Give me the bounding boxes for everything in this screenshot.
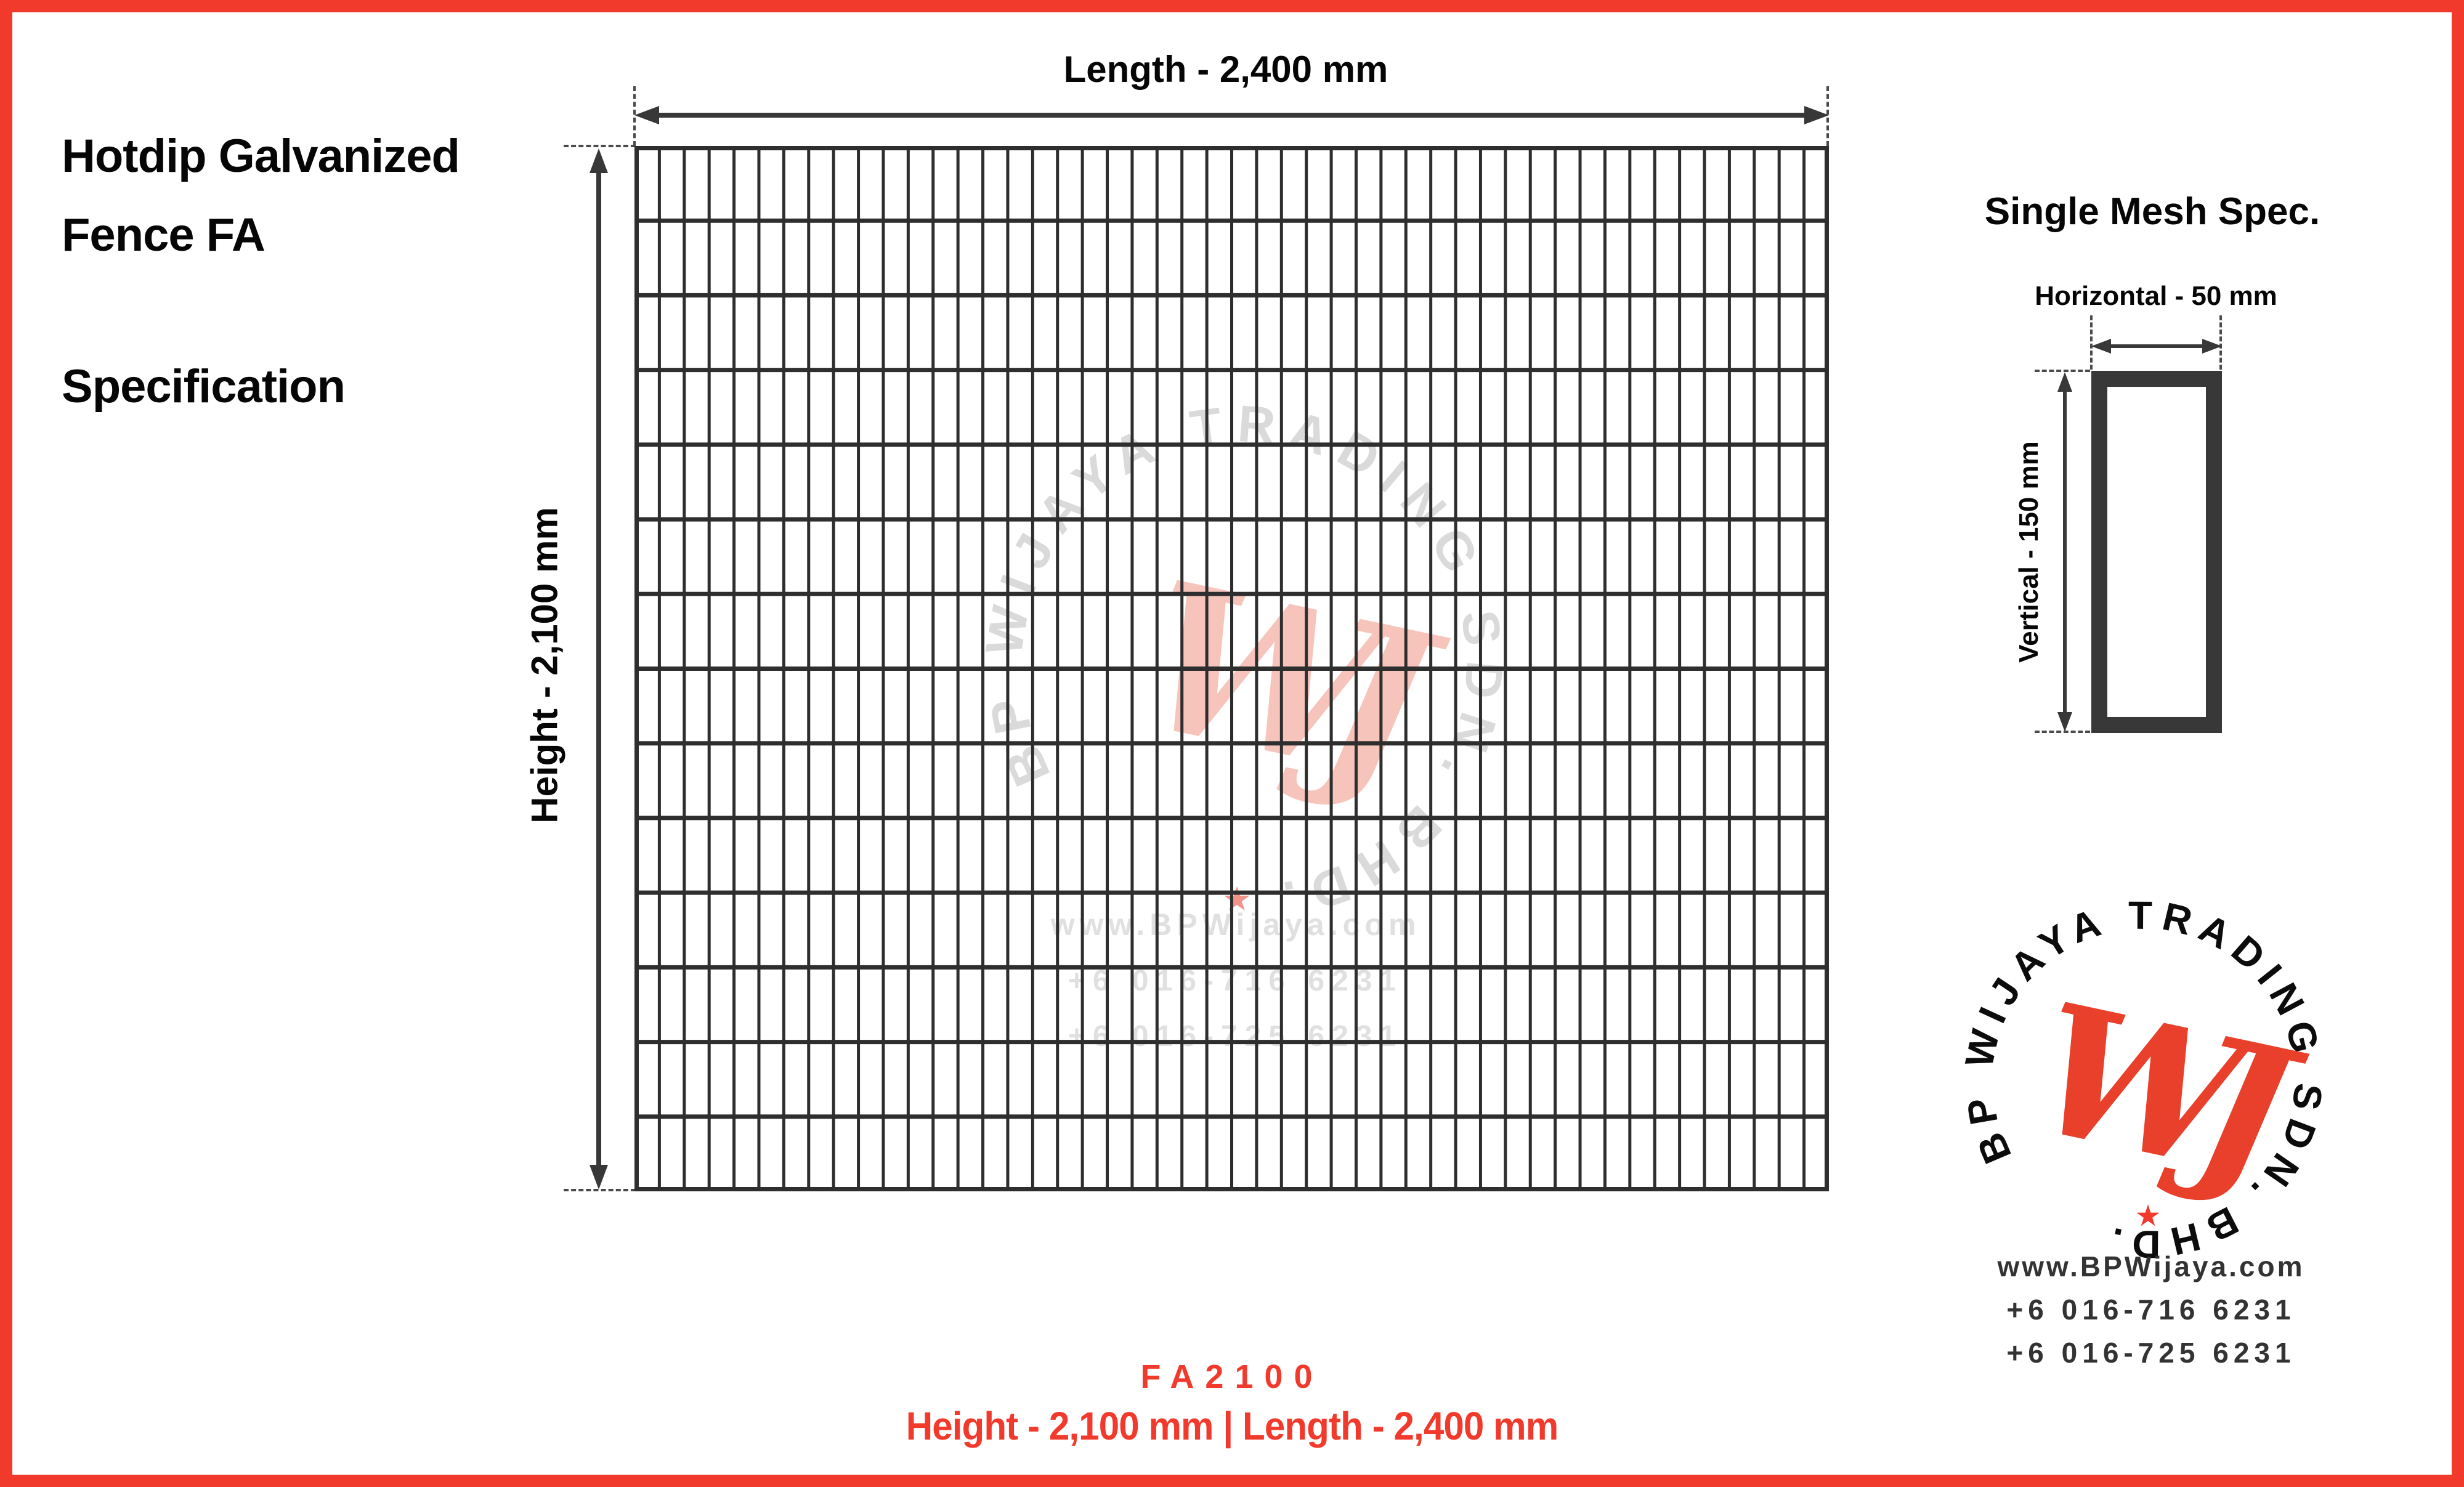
mesh-guide-bottom: [2035, 731, 2090, 733]
arrow-bottom-head: [2057, 712, 2072, 732]
arrow-right-head: [2202, 339, 2222, 354]
page-subtitle: Specification: [62, 360, 346, 413]
arrow-top-head: [2057, 372, 2072, 392]
logo-phone-1: +6 016-716 6231: [2006, 1294, 2295, 1326]
arrow-right-head: [1804, 106, 1829, 124]
mesh-vertical-arrow: [2054, 372, 2076, 732]
logo-phone-2: +6 016-725 6231: [2006, 1337, 2295, 1369]
height-guide-top: [564, 145, 636, 147]
length-dimension-arrow: [634, 103, 1829, 128]
model-dimensions: Height - 2,100 mm | Length - 2,400 mm: [906, 1404, 1558, 1448]
arrow-top-head: [590, 148, 608, 173]
mesh-guide-top: [2035, 370, 2090, 372]
fence-mesh-grid: [634, 146, 1829, 1191]
length-dimension-label: Length - 2,400 mm: [1063, 49, 1388, 90]
page-title-line-2: Fence FA: [62, 209, 265, 261]
mesh-horizontal-arrow: [2091, 335, 2222, 357]
arrow-left-head: [2091, 339, 2111, 354]
logo-star-icon: ★: [2134, 1199, 2161, 1233]
single-mesh-title: Single Mesh Spec.: [1984, 190, 2320, 233]
company-logo: BP WIJAYA TRADING SDN. BHD. WJ ★ www.BPW…: [1956, 893, 2323, 1369]
page-title-line-1: Hotdip Galvanized: [62, 130, 460, 182]
arrow-left-head: [634, 106, 659, 124]
arrow-bottom-head: [590, 1165, 608, 1189]
mesh-horizontal-label: Horizontal - 50 mm: [2035, 281, 2277, 311]
model-code: FA2100: [1140, 1358, 1324, 1395]
logo-website: www.BPWijaya.com: [1996, 1250, 2304, 1282]
height-guide-bottom: [564, 1189, 636, 1191]
single-mesh-cell-drawing: [2091, 371, 2222, 733]
watermark-star-icon: ★: [1222, 880, 1252, 918]
height-dimension-arrow: [586, 148, 611, 1189]
